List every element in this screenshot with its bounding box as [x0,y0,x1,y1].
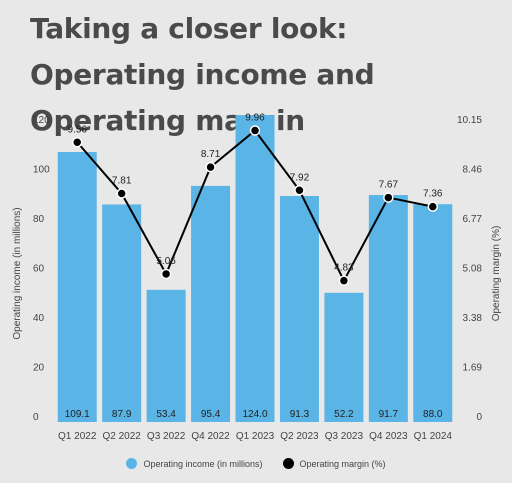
x-tick-label: Q2 2022 [102,431,141,442]
margin-point [160,268,172,280]
y2-tick-label: 5.08 [463,264,483,275]
bar-value-label: 124.0 [242,409,267,420]
legend-swatch-line [282,458,294,469]
legend-label-line: Operating margin (%) [299,458,386,469]
bar [368,195,408,422]
bar [279,196,319,422]
bar-value-label: 52.2 [334,409,354,420]
x-tick-label: Q1 2022 [58,431,97,442]
legend-item-line: Operating margin (%) [282,458,386,469]
y2-axis-title: Operating margin (%) [491,226,502,322]
x-tick-label: Q3 2023 [325,431,364,442]
y-tick-label: 120 [33,115,50,126]
bar-value-label: 91.3 [290,409,310,420]
margin-value-label: 7.92 [290,172,310,183]
margin-point [338,275,350,286]
margin-point [249,125,261,136]
x-tick-label: Q4 2022 [191,431,230,442]
bar-value-label: 87.9 [112,409,132,420]
margin-point [294,185,305,196]
bar [146,289,186,422]
legend: Operating income (in millions) Operating… [0,458,512,469]
bar-value-label: 109.1 [65,409,90,420]
y2-tick-label: 3.38 [463,313,483,324]
y2-tick-label: 6.77 [463,214,483,225]
x-tick-label: Q2 2023 [280,431,319,442]
y-tick-label: 0 [33,412,39,423]
y2-tick-label: 0 [476,412,482,423]
legend-item-bars: Operating income (in millions) [126,458,263,469]
x-tick-label: Q3 2022 [147,431,186,442]
bar [413,204,453,422]
margin-point [427,201,439,212]
bar [324,292,364,422]
bar-value-label: 91.7 [379,409,399,420]
margin-point [205,161,216,173]
margin-value-label: 7.36 [423,189,443,200]
margin-value-label: 9.56 [67,124,87,135]
margin-point [71,137,83,148]
margin-value-label: 5.06 [156,256,176,267]
y2-tick-label: 10.15 [457,115,482,126]
y-tick-label: 80 [33,214,45,225]
y-tick-label: 60 [33,264,45,275]
bar [57,151,97,423]
x-tick-label: Q1 2024 [414,431,453,442]
bar [191,185,231,422]
y-tick-label: 20 [33,363,45,374]
margin-value-label: 8.71 [201,149,221,160]
margin-value-label: 4.83 [334,263,354,274]
margin-point [383,192,394,203]
x-tick-label: Q1 2023 [236,431,275,442]
bar [235,115,275,422]
bar-value-label: 88.0 [423,409,443,420]
margin-value-label: 7.67 [379,180,399,191]
y2-tick-label: 8.46 [463,165,483,176]
margin-value-label: 9.96 [245,113,265,124]
bar-value-label: 53.4 [156,409,176,420]
legend-label-bars: Operating income (in millions) [143,458,263,469]
x-tick-label: Q4 2023 [369,431,408,442]
y-tick-label: 40 [33,313,45,324]
y-tick-label: 100 [33,165,50,176]
bar [102,204,142,422]
bar-value-label: 95.4 [201,409,221,420]
margin-point [116,188,127,199]
margin-value-label: 7.81 [112,175,132,186]
legend-swatch-bars [126,458,138,469]
y2-tick-label: 1.69 [463,363,483,374]
y-axis-title: Operating income (in millions) [12,207,23,339]
